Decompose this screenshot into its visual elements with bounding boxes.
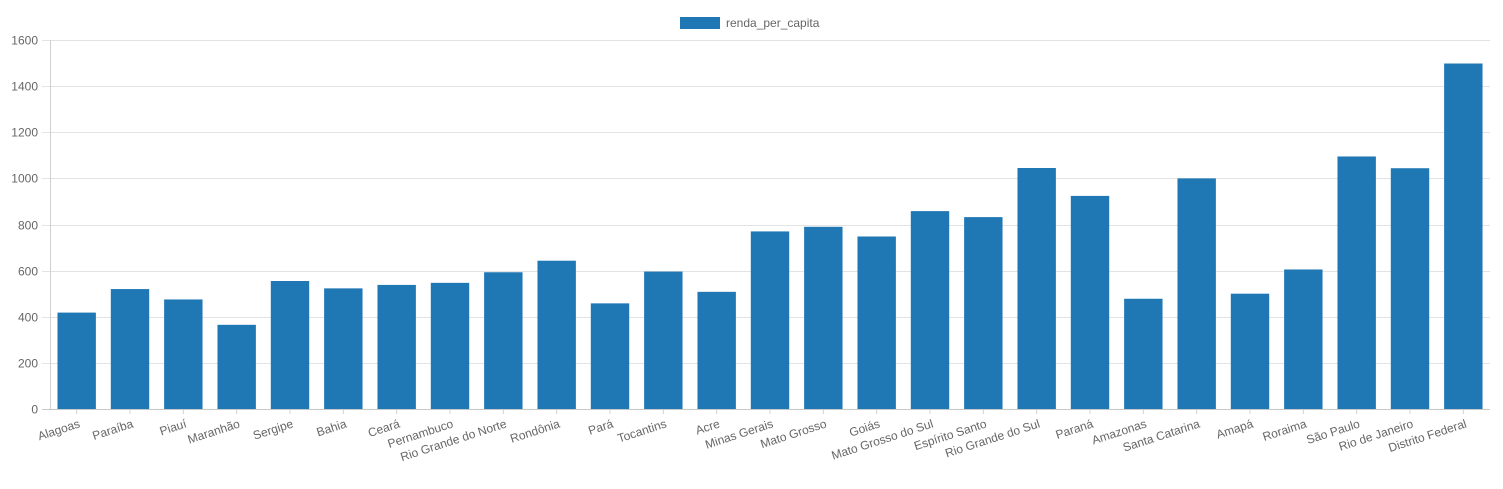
bar[interactable] bbox=[1284, 269, 1323, 409]
bar[interactable] bbox=[857, 236, 896, 409]
x-tick-label: Amapá bbox=[1214, 416, 1255, 441]
x-tick-label: Rondônia bbox=[508, 416, 561, 445]
x-tick-label: Piauí bbox=[158, 416, 189, 438]
y-tick-label: 1600 bbox=[11, 34, 38, 48]
legend[interactable]: renda_per_capita bbox=[680, 16, 820, 30]
bar[interactable] bbox=[1070, 195, 1110, 409]
bar[interactable] bbox=[750, 231, 790, 409]
legend-swatch[interactable] bbox=[680, 17, 720, 29]
bar[interactable] bbox=[430, 282, 470, 409]
bar[interactable] bbox=[804, 226, 843, 409]
x-tick-label: Tocantins bbox=[616, 417, 669, 446]
x-tick-label: Roraima bbox=[1261, 416, 1309, 443]
y-tick-label: 1200 bbox=[11, 126, 38, 140]
bar[interactable] bbox=[910, 211, 950, 409]
y-tick-label: 1000 bbox=[11, 172, 38, 186]
bar[interactable] bbox=[644, 271, 683, 409]
x-tick-label: Paraíba bbox=[91, 416, 136, 442]
y-tick-label: 400 bbox=[18, 311, 38, 325]
bar[interactable] bbox=[1444, 63, 1483, 410]
y-tick-label: 200 bbox=[18, 357, 38, 371]
bar[interactable] bbox=[377, 284, 416, 409]
bar[interactable] bbox=[110, 289, 150, 409]
bar[interactable] bbox=[697, 291, 736, 409]
bar[interactable] bbox=[324, 288, 363, 409]
bar[interactable] bbox=[217, 324, 256, 409]
bar[interactable] bbox=[590, 303, 630, 409]
bar[interactable] bbox=[57, 312, 96, 409]
x-tick-label: Sergipe bbox=[251, 416, 295, 442]
y-axis-ticks: 0 200 400 600 800 1000 1200 1400 1600 bbox=[11, 34, 38, 417]
bars bbox=[57, 63, 1483, 410]
bar[interactable] bbox=[537, 260, 576, 409]
y-tick-label: 1400 bbox=[11, 80, 38, 94]
x-tick-label: Maranhão bbox=[186, 416, 242, 446]
legend-label[interactable]: renda_per_capita bbox=[726, 16, 820, 30]
y-tick-label: 0 bbox=[31, 403, 38, 417]
bar[interactable] bbox=[1177, 178, 1216, 410]
bar[interactable] bbox=[164, 299, 203, 409]
bar[interactable] bbox=[1337, 156, 1376, 409]
bar[interactable] bbox=[1017, 168, 1056, 409]
bar[interactable] bbox=[964, 217, 1003, 409]
x-tick-label: Bahia bbox=[315, 416, 349, 439]
bar[interactable] bbox=[1230, 293, 1270, 409]
bar[interactable] bbox=[270, 281, 310, 409]
bar[interactable] bbox=[1390, 168, 1430, 409]
bar[interactable] bbox=[1124, 298, 1163, 409]
x-tick-label: Alagoas bbox=[36, 417, 82, 444]
bar[interactable] bbox=[484, 272, 523, 409]
y-tick-label: 600 bbox=[18, 265, 38, 279]
x-tick-label: Pará bbox=[586, 416, 615, 437]
x-tick-label: Paraná bbox=[1054, 416, 1095, 441]
y-tick-label: 800 bbox=[18, 219, 38, 233]
